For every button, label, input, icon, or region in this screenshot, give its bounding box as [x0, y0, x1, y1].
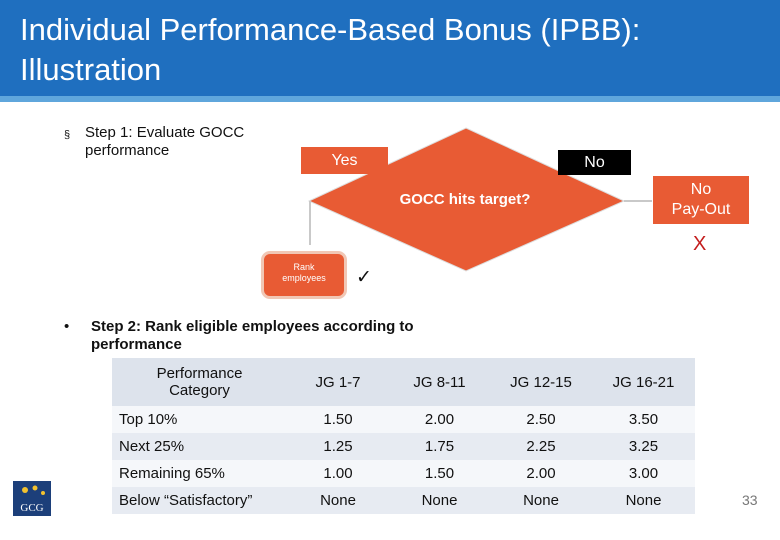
slide-title: Individual Performance-Based Bonus (IPBB… [20, 10, 770, 90]
checkmark-icon: ✓ [356, 267, 372, 288]
table-row: Below “Satisfactory” None None None None [112, 487, 695, 514]
title-bar [0, 0, 780, 96]
value-cell: 1.50 [287, 406, 389, 433]
table-row: Remaining 65% 1.00 1.50 2.00 3.00 [112, 460, 695, 487]
gcg-logo-icon: GCG [13, 481, 51, 516]
header-jg-col: JG 12-15 [490, 358, 592, 406]
category-cell: Below “Satisfactory” [112, 487, 287, 514]
value-cell: 3.25 [592, 433, 695, 460]
logo-text: GCG [20, 502, 43, 514]
slide-title-line1: Individual Performance-Based Bonus (IPBB… [20, 12, 641, 47]
step2-line1: Step 2: Rank eligible employees accordin… [91, 318, 414, 335]
step2-line2: performance [91, 336, 182, 353]
value-cell: 2.00 [490, 460, 592, 487]
value-cell: None [287, 487, 389, 514]
header-category-line1: Performance [156, 365, 243, 382]
x-mark-icon: X [693, 233, 707, 255]
no-label-box: No [558, 150, 631, 175]
square-bullet-icon: § [64, 129, 71, 141]
round-bullet-icon: • [64, 318, 70, 335]
value-cell: None [490, 487, 592, 514]
value-cell: 2.25 [490, 433, 592, 460]
header-jg-col: JG 8-11 [389, 358, 490, 406]
header-category-line2: Category [169, 382, 230, 399]
decision-label: GOCC hits target? [399, 191, 531, 208]
yes-label-box: Yes [301, 147, 388, 174]
value-cell: None [389, 487, 490, 514]
header-category: Performance Category [112, 358, 287, 406]
value-cell: 2.00 [389, 406, 490, 433]
decision-diamond [307, 127, 626, 272]
value-cell: 1.00 [287, 460, 389, 487]
value-cell: 1.50 [389, 460, 490, 487]
table-row: Next 25% 1.25 1.75 2.25 3.25 [112, 433, 695, 460]
category-cell: Remaining 65% [112, 460, 287, 487]
value-cell: None [592, 487, 695, 514]
value-cell: 3.50 [592, 406, 695, 433]
no-payout-line1: No [690, 181, 712, 198]
page-number: 33 [742, 492, 758, 508]
header-jg-col: JG 16-21 [592, 358, 695, 406]
header-jg-col: JG 1-7 [287, 358, 389, 406]
value-cell: 1.25 [287, 433, 389, 460]
category-cell: Top 10% [112, 406, 287, 433]
title-underline [0, 96, 780, 102]
rank-line2: employees [282, 273, 326, 283]
step1-line2: performance [85, 142, 170, 159]
bonus-table: Performance Category JG 1-7 JG 8-11 JG 1… [112, 358, 695, 514]
value-cell: 2.50 [490, 406, 592, 433]
rank-employees-box: Rank employees [261, 251, 347, 299]
table-row: Top 10% 1.50 2.00 2.50 3.50 [112, 406, 695, 433]
table-header-row: Performance Category JG 1-7 JG 8-11 JG 1… [112, 358, 695, 406]
rank-line1: Rank [293, 262, 315, 272]
no-payout-line2: Pay-Out [671, 201, 731, 218]
step1-bullet-item: § Step 1: Evaluate GOCC performance [64, 124, 294, 160]
step1-line1: Step 1: Evaluate GOCC [85, 124, 245, 141]
category-cell: Next 25% [112, 433, 287, 460]
step2-bullet-item: • Step 2: Rank eligible employees accord… [64, 318, 464, 354]
value-cell: 3.00 [592, 460, 695, 487]
value-cell: 1.75 [389, 433, 490, 460]
slide-title-line2: Illustration [20, 52, 162, 87]
no-payout-box: No Pay-Out [653, 176, 749, 224]
